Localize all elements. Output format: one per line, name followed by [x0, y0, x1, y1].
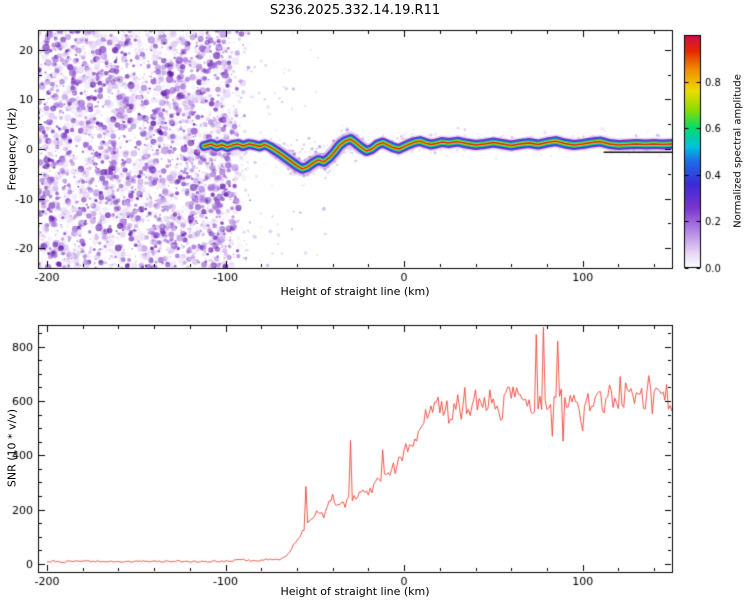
plot-title: S236.2025.332.14.19.R11	[269, 3, 441, 18]
colorbar-label: Normalized spectral amplitude	[732, 74, 744, 228]
snr-x-axis-label: Height of straight line (km)	[280, 585, 430, 598]
spectrogram-x-axis-label: Height of straight line (km)	[280, 285, 430, 298]
snr-y-axis-label: SNR (10 * v/v)	[5, 408, 19, 488]
spectrogram-y-axis-label: Frequency (Hz)	[5, 107, 19, 191]
